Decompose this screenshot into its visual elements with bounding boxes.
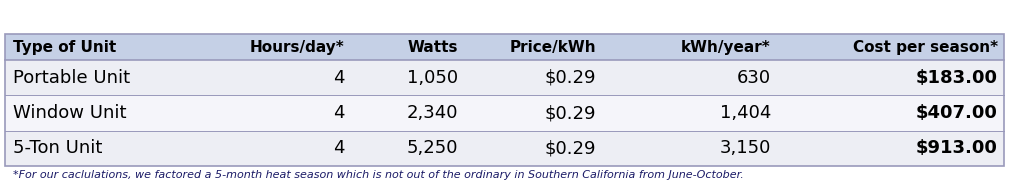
Text: 5,250: 5,250	[407, 139, 458, 158]
Text: Price/kWh: Price/kWh	[510, 40, 596, 55]
Bar	[5, 34, 1004, 60]
Text: 4: 4	[333, 104, 345, 122]
Text: 4: 4	[333, 69, 345, 87]
Text: Window Unit: Window Unit	[13, 104, 126, 122]
Text: Cost per season*: Cost per season*	[853, 40, 998, 55]
Bar	[5, 131, 1004, 166]
Text: *For our caclulations, we factored a 5-month heat season which is not out of the: *For our caclulations, we factored a 5-m…	[13, 170, 744, 180]
Text: 1,404: 1,404	[719, 104, 771, 122]
Text: 630: 630	[737, 69, 771, 87]
Text: Portable Unit: Portable Unit	[13, 69, 130, 87]
Bar	[5, 60, 1004, 96]
Text: 5-Ton Unit: 5-Ton Unit	[13, 139, 103, 158]
Text: 4: 4	[333, 139, 345, 158]
Bar	[5, 96, 1004, 131]
Text: kWh/year*: kWh/year*	[681, 40, 771, 55]
Text: 2,340: 2,340	[407, 104, 458, 122]
Text: $913.00: $913.00	[916, 139, 998, 158]
Text: $0.29: $0.29	[545, 139, 596, 158]
Text: Hours/day*: Hours/day*	[250, 40, 345, 55]
Text: $0.29: $0.29	[545, 104, 596, 122]
Text: Watts: Watts	[408, 40, 458, 55]
Text: $183.00: $183.00	[916, 69, 998, 87]
Text: $0.29: $0.29	[545, 69, 596, 87]
Text: Type of Unit: Type of Unit	[13, 40, 116, 55]
Bar	[5, 34, 1004, 166]
Text: 3,150: 3,150	[719, 139, 771, 158]
Text: 1,050: 1,050	[407, 69, 458, 87]
Text: $407.00: $407.00	[916, 104, 998, 122]
